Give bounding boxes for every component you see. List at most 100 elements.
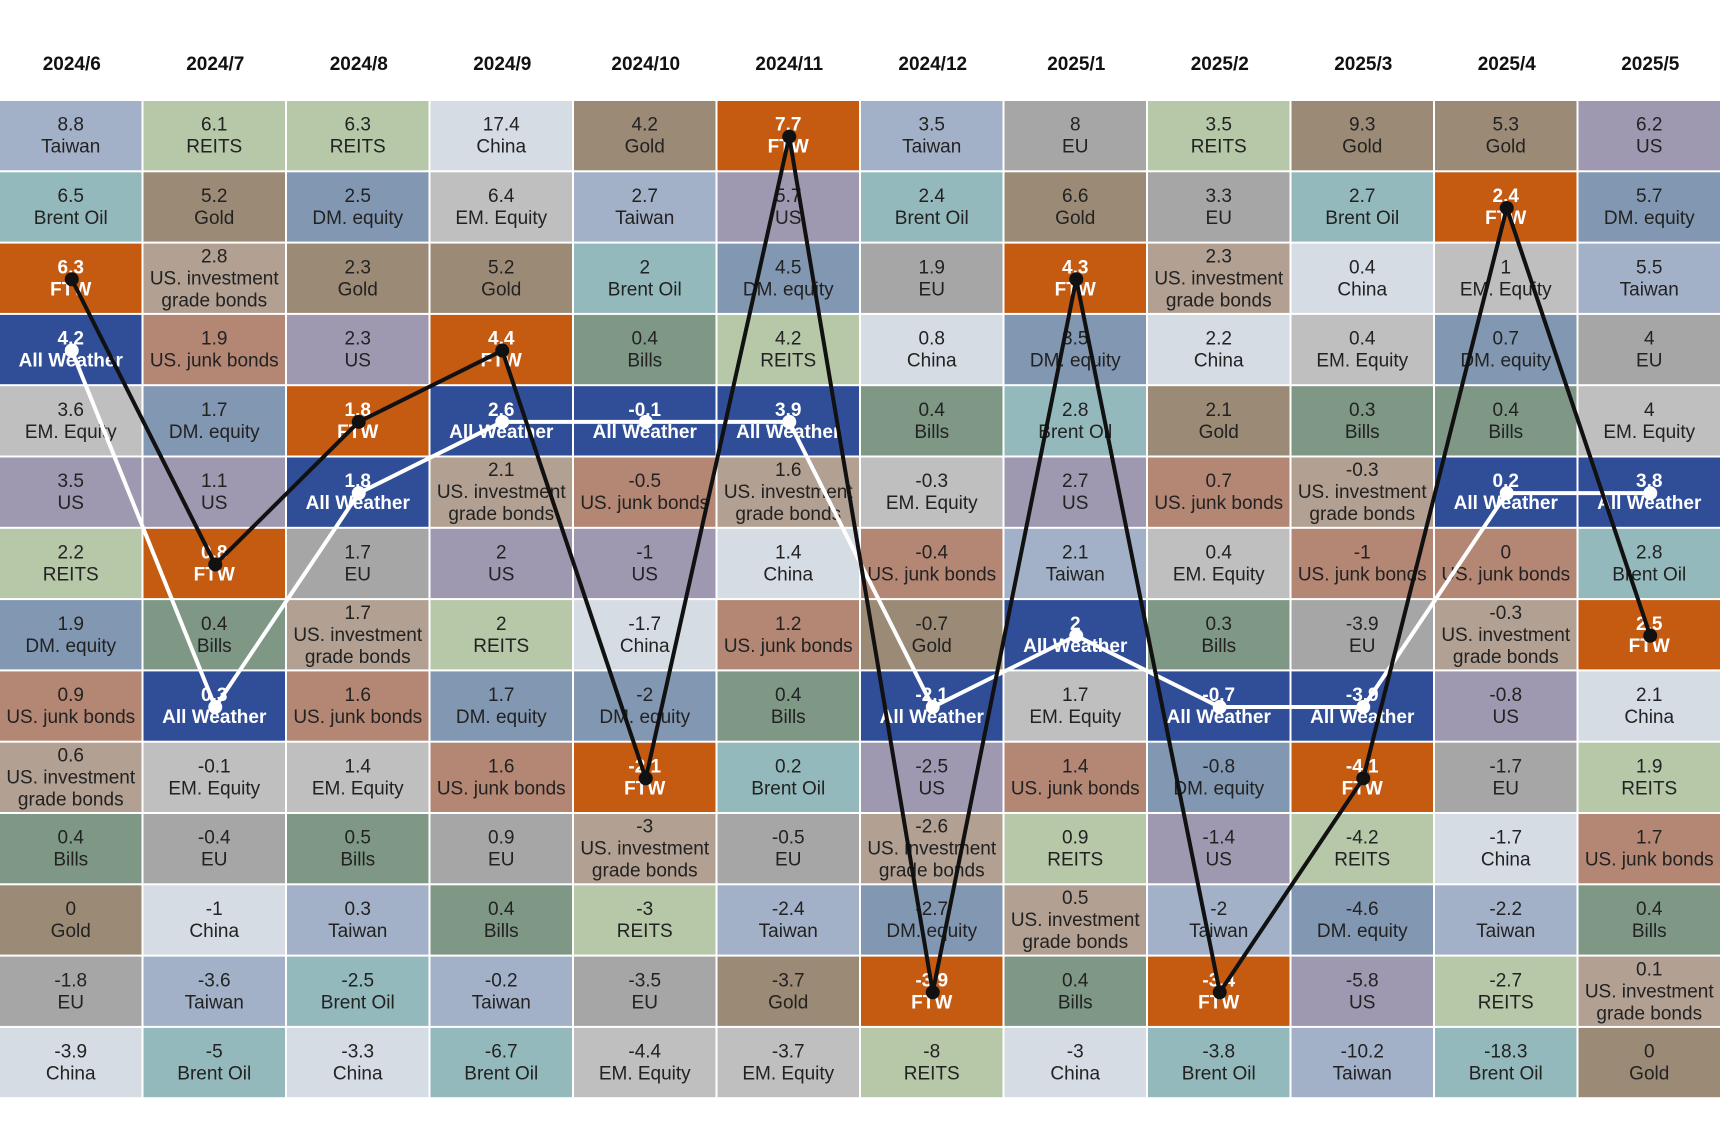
cell-asset-label: China xyxy=(1050,1064,1100,1085)
cell-asset-label: All Weather xyxy=(19,351,124,372)
cell-background xyxy=(1004,742,1146,812)
cell-asset-label: US. investment grade bonds xyxy=(6,767,136,810)
cell-background xyxy=(861,101,1003,171)
cell-asset-label: China xyxy=(189,921,239,942)
cell-background xyxy=(430,814,572,884)
cell-value: 1.7 xyxy=(1636,828,1662,849)
return-cell: 8EU xyxy=(1004,101,1146,171)
cell-value: -0.1 xyxy=(628,400,661,421)
cell-background xyxy=(717,1027,859,1098)
cell-value: 5.3 xyxy=(1493,115,1519,136)
cell-value: 1.7 xyxy=(488,685,514,706)
cell-asset-label: US. junk bonds xyxy=(293,707,422,728)
month-header: 2024/10 xyxy=(611,54,680,75)
return-cell: -3.9EU xyxy=(1291,600,1433,670)
return-cell: -0.3EM. Equity xyxy=(861,457,1003,527)
all-weather-rank-marker xyxy=(1356,700,1371,715)
cell-background xyxy=(717,528,859,599)
return-cell: 3.5DM. equity xyxy=(1004,314,1146,385)
cell-value: 2.1 xyxy=(1206,400,1232,421)
ftw-rank-marker xyxy=(495,343,510,358)
cell-background xyxy=(1578,742,1720,812)
cell-asset-label: Brent Oil xyxy=(1325,208,1399,229)
cell-background xyxy=(1435,243,1577,313)
cell-asset-label: REITS xyxy=(1047,850,1103,871)
all-weather-rank-marker xyxy=(925,700,940,715)
all-weather-rank-marker xyxy=(782,414,797,429)
month-header: 2025/2 xyxy=(1191,54,1249,75)
cell-asset-label: Gold xyxy=(194,208,234,229)
cell-value: 6.2 xyxy=(1636,115,1662,136)
cell-value: -5.8 xyxy=(1346,970,1379,991)
cell-value: 2.1 xyxy=(1062,542,1088,563)
cell-value: 6.3 xyxy=(345,115,371,136)
ftw-rank-marker xyxy=(1643,628,1658,643)
return-cell: -1.7EU xyxy=(1435,742,1577,812)
cell-background xyxy=(1291,956,1433,1026)
cell-asset-label: REITS xyxy=(1478,992,1534,1013)
cell-background xyxy=(717,956,859,1026)
return-cell: 0.7DM. equity xyxy=(1435,314,1577,385)
cell-background xyxy=(861,457,1003,527)
cell-background xyxy=(1004,386,1146,456)
cell-background xyxy=(0,386,142,456)
cell-value: -3.3 xyxy=(341,1042,374,1063)
return-cell: 3.6EM. Equity xyxy=(0,386,142,456)
cell-value: 3.5 xyxy=(919,115,945,136)
return-cell: 1.7EM. Equity xyxy=(1004,671,1146,741)
cell-asset-label: Brent Oil xyxy=(1612,564,1686,585)
cell-background xyxy=(1004,814,1146,884)
cell-asset-label: US xyxy=(201,493,227,514)
return-cell: -2.6US. investment grade bonds xyxy=(861,814,1003,884)
cell-asset-label: EM. Equity xyxy=(1603,422,1695,443)
cell-asset-label: EU xyxy=(1062,137,1088,158)
cell-asset-label: Bills xyxy=(197,636,232,657)
cell-asset-label: Gold xyxy=(1055,208,1095,229)
cell-background xyxy=(143,243,285,313)
cell-background xyxy=(574,814,716,884)
cell-value: 1.7 xyxy=(345,542,371,563)
cell-asset-label: REITS xyxy=(904,1064,960,1085)
cell-background xyxy=(574,243,716,313)
cell-asset-label: US. investment grade bonds xyxy=(1585,981,1715,1024)
cell-asset-label: EU xyxy=(775,850,801,871)
cell-asset-label: All Weather xyxy=(1023,636,1128,657)
cell-background xyxy=(430,671,572,741)
cell-asset-label: REITS xyxy=(186,137,242,158)
return-cell: -2.7DM. equity xyxy=(861,885,1003,955)
cell-asset-label: US. junk bonds xyxy=(580,493,709,514)
cell-value: 1.9 xyxy=(919,257,945,278)
cell-background xyxy=(287,885,429,955)
cell-asset-label: All Weather xyxy=(1167,707,1272,728)
cell-background xyxy=(1291,528,1433,599)
cell-background xyxy=(287,671,429,741)
return-cell: -1US. junk bonds xyxy=(1291,528,1433,599)
cell-value: 3.8 xyxy=(1636,471,1662,492)
cell-background xyxy=(574,1027,716,1098)
month-header: 2025/3 xyxy=(1334,54,1392,75)
cell-background xyxy=(0,600,142,670)
cell-asset-label: US xyxy=(58,493,84,514)
ftw-rank-marker xyxy=(1069,272,1084,287)
cell-background xyxy=(574,956,716,1026)
cell-background xyxy=(1148,386,1290,456)
cell-value: 0.3 xyxy=(1349,400,1375,421)
cell-value: -2 xyxy=(636,685,653,706)
cell-asset-label: Bills xyxy=(1345,422,1380,443)
cell-background xyxy=(1148,101,1290,171)
cell-asset-label: All Weather xyxy=(306,493,411,514)
cell-background xyxy=(861,528,1003,599)
cell-value: 0.2 xyxy=(775,756,801,777)
